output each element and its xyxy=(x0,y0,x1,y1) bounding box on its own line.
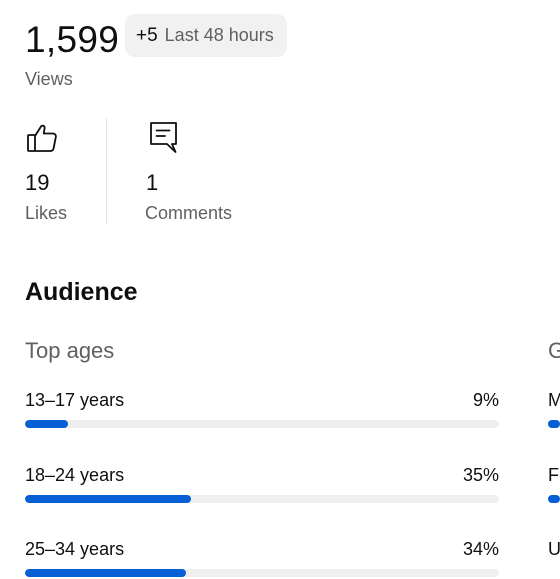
likes-count: 19 xyxy=(25,170,50,195)
gender-label: M xyxy=(548,390,560,410)
comments-label: Comments xyxy=(145,203,233,223)
views-delta-chip: +5 Last 48 hours xyxy=(125,14,287,57)
age-percent: 34% xyxy=(462,539,499,559)
views-count: 1,599 xyxy=(25,19,120,60)
views-label: Views xyxy=(25,69,73,89)
age-bar-fill xyxy=(25,420,68,428)
stats-divider xyxy=(106,118,107,225)
gender-bar-fill xyxy=(548,495,560,503)
gender-row: U xyxy=(548,539,560,579)
gender-row: F xyxy=(548,465,560,505)
age-bar-fill xyxy=(25,495,191,503)
age-range-label: 25–34 years xyxy=(25,539,125,559)
gender-label: F xyxy=(548,465,559,485)
age-range-label: 18–24 years xyxy=(25,465,125,485)
comment-icon xyxy=(148,120,180,156)
age-row: 25–34 years 34% xyxy=(25,539,499,579)
gender-bar-fill xyxy=(548,420,560,428)
age-bar-fill xyxy=(25,569,186,577)
age-percent: 35% xyxy=(462,465,499,485)
age-bar-track xyxy=(25,569,499,577)
gender-row: M xyxy=(548,390,560,430)
comments-count: 1 xyxy=(146,170,159,195)
age-bar-track xyxy=(25,420,499,428)
gender-heading: G xyxy=(548,338,560,363)
age-percent: 9% xyxy=(472,390,499,410)
views-delta-value: +5 xyxy=(136,24,158,46)
thumbs-up-icon xyxy=(26,122,58,154)
likes-label: Likes xyxy=(25,203,68,223)
gender-label: U xyxy=(548,539,560,559)
age-row: 18–24 years 35% xyxy=(25,465,499,505)
views-delta-label: Last 48 hours xyxy=(164,25,274,45)
age-bar-track xyxy=(25,495,499,503)
audience-heading: Audience xyxy=(25,278,138,306)
age-range-label: 13–17 years xyxy=(25,390,125,410)
age-row: 13–17 years 9% xyxy=(25,390,499,430)
top-ages-heading: Top ages xyxy=(25,338,115,363)
